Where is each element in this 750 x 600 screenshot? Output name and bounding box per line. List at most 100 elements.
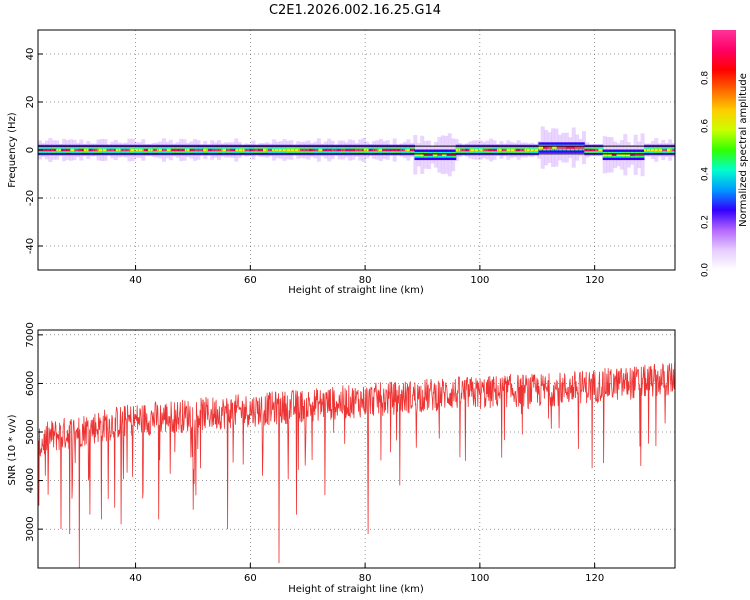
spectrogram-core-cell xyxy=(129,148,135,152)
spectrogram-core-cell xyxy=(533,148,539,152)
spectrogram-core-cell xyxy=(42,148,48,152)
spectrogram-y-ticks: 40 20 0 -20 -40 xyxy=(25,48,43,254)
snr-x-tick-label: 60 xyxy=(244,573,257,584)
figure-title: C2E1.2026.002.16.25.G14 xyxy=(269,3,441,18)
spectrogram-core-cell xyxy=(60,148,67,152)
spectrogram-core-cell xyxy=(446,153,452,156)
spectrogram-core-cell xyxy=(258,148,264,152)
spectrogram-core-cell xyxy=(634,153,640,156)
spectrogram-core-cell xyxy=(79,148,85,152)
spectrogram-core-cell xyxy=(565,146,572,149)
spectrogram-core-cell xyxy=(556,146,562,149)
spectrogram-core-cell xyxy=(575,146,581,149)
spectrogram-core-cell xyxy=(152,148,158,152)
snr-x-tick-label: 120 xyxy=(585,573,604,584)
spectrogram-panel: 40 60 80 100 120 40 20 0 -20 -40 Height of strai… xyxy=(7,29,679,296)
spectrogram-core-cell xyxy=(483,148,489,152)
spectrogram-core-cell xyxy=(478,148,484,152)
snr-y-tick-label: 3000 xyxy=(25,516,36,541)
spectrogram-core-cell xyxy=(120,148,126,152)
colorbar-tick-label: 0.2 xyxy=(701,215,711,229)
spectrogram-y-tick-label: 40 xyxy=(25,48,36,61)
spectrogram-x-tick-label: 60 xyxy=(244,275,257,286)
spectrogram-core-cell xyxy=(161,148,168,152)
spectrogram-core-cell xyxy=(184,148,191,152)
spectrogram-core-cell xyxy=(593,148,599,152)
spectrogram-core-cell xyxy=(308,148,314,152)
snr-y-tick-label: 6000 xyxy=(25,371,36,396)
spectrogram-core-cell xyxy=(648,148,654,152)
snr-series-line xyxy=(38,362,675,568)
spectrogram-core-cell xyxy=(194,148,200,152)
spectrogram-core-cell xyxy=(93,148,99,152)
spectrogram-core-cell xyxy=(405,148,411,152)
spectrogram-core-cell xyxy=(469,148,475,152)
spectrogram-core-cell xyxy=(437,153,443,156)
spectrogram-core-cell xyxy=(253,148,259,152)
spectrogram-core-cell xyxy=(423,153,429,156)
spectrogram-core-cell xyxy=(350,148,356,152)
spectrogram-core-cell xyxy=(65,148,71,152)
spectrogram-core-cell xyxy=(341,148,347,152)
snr-plot-area xyxy=(38,330,675,568)
spectrogram-core-cell xyxy=(400,148,406,152)
spectrogram-core-cell xyxy=(386,148,393,152)
spectrogram-core-cell xyxy=(166,148,172,152)
spectrogram-core-cell xyxy=(625,153,631,156)
snr-y-tick-label: 5000 xyxy=(25,419,36,444)
spectrogram-core-cell xyxy=(70,148,76,152)
spectrogram-core-cell xyxy=(327,148,333,152)
spectrogram-core-cell xyxy=(464,148,471,152)
spectrogram-core-cell xyxy=(281,148,287,152)
spectrogram-core-cell xyxy=(212,148,218,152)
spectrogram-core-cell xyxy=(409,148,415,152)
spectrogram-x-ticks: 40 60 80 100 120 xyxy=(129,265,604,286)
spectrogram-core-cell xyxy=(276,148,282,152)
spectrogram-core-cell xyxy=(97,148,103,152)
spectrogram-core-cell xyxy=(529,148,535,152)
snr-panel: 40 60 80 100 120 7000 6000 5000 4000 3000 Height… xyxy=(7,322,676,595)
spectrogram-core-cell xyxy=(561,146,567,149)
spectrogram-core-cell xyxy=(552,146,558,149)
spectrogram-halo-cell xyxy=(675,141,679,158)
spectrogram-gridlines xyxy=(38,30,675,270)
spectrogram-core-cell xyxy=(134,148,140,152)
spectrogram-core-cell xyxy=(662,148,668,152)
spectrogram-core-cell xyxy=(171,148,177,152)
spectrogram-core-cell xyxy=(377,148,383,152)
spectrogram-core-cell xyxy=(295,148,301,152)
spectrogram-core-cell xyxy=(442,153,448,156)
spectrogram-core-cell xyxy=(359,148,365,152)
spectrogram-core-cell xyxy=(611,153,617,156)
spectrogram-core-cell xyxy=(501,148,507,152)
spectrogram-core-cell xyxy=(198,148,204,152)
colorbar-tick-label: 0.6 xyxy=(701,119,711,134)
spectrogram-core-cell xyxy=(538,146,544,149)
colorbar: 0.0 0.2 0.4 0.6 0.8 Normalized spectral ampl… xyxy=(701,30,749,277)
spectrogram-core-cell xyxy=(203,148,209,152)
snr-x-tick-label: 80 xyxy=(359,573,372,584)
spectrogram-core-cell xyxy=(354,148,360,152)
spectrogram-core-cell xyxy=(125,148,131,152)
spectrogram-core-cell xyxy=(345,148,351,152)
spectrogram-core-cell xyxy=(598,148,604,152)
colorbar-tick-label: 0.4 xyxy=(701,167,711,182)
spectrogram-core-cell xyxy=(506,148,512,152)
spectrogram-core-cell xyxy=(189,148,195,152)
colorbar-label: Normalized spectral amplitude xyxy=(738,73,749,227)
spectrogram-core-cell xyxy=(492,148,498,152)
spectrogram-core-cell xyxy=(607,153,613,156)
spectrogram-core-cell xyxy=(226,148,232,152)
spectrogram-core-cell xyxy=(602,153,608,156)
spectrogram-core-cell xyxy=(235,148,241,152)
spectrogram-core-cell xyxy=(290,148,296,152)
snr-x-axis-label: Height of straight line (km) xyxy=(288,584,424,595)
spectrogram-core-cell xyxy=(373,148,379,152)
spectrogram-core-cell xyxy=(451,153,457,156)
spectrogram-core-cell xyxy=(157,148,163,152)
spectrogram-core-cell xyxy=(244,148,250,152)
spectrogram-core-cell xyxy=(230,148,236,152)
spectrogram-core-cell xyxy=(217,148,223,152)
spectrogram-core-cell xyxy=(653,148,659,152)
